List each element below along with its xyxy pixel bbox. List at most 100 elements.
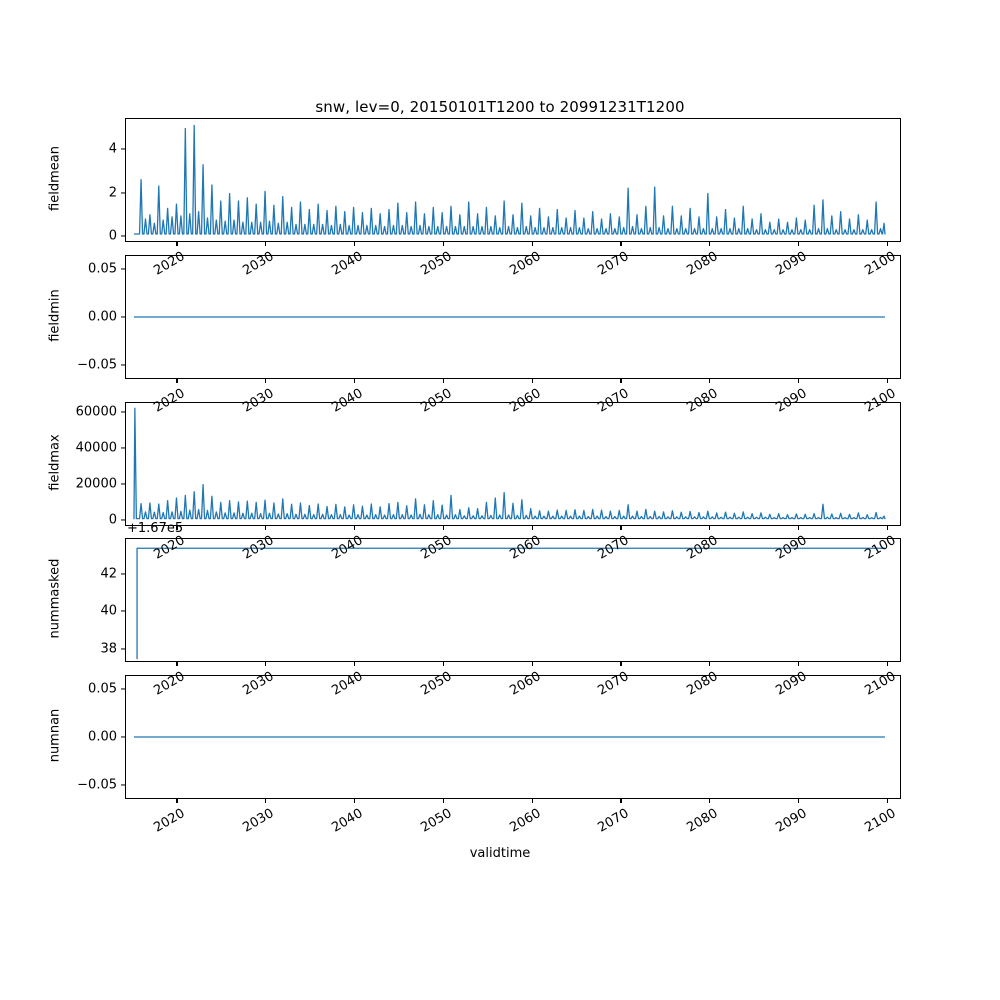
plot-area-fieldmin (126, 256, 900, 378)
y-tick-mark (121, 688, 125, 690)
y-tick-label: 0 (108, 512, 117, 528)
x-tick-mark (176, 379, 178, 383)
x-tick-mark (620, 526, 622, 530)
y-tick-label: 0 (108, 228, 117, 244)
y-tick-mark (121, 648, 125, 650)
x-tick-mark (798, 662, 800, 666)
x-tick-mark (265, 242, 267, 246)
x-tick-label: 2070 (595, 806, 632, 836)
x-tick-mark (265, 799, 267, 803)
x-tick-mark (531, 662, 533, 666)
y-tick-mark (121, 784, 125, 786)
plot-panel-fieldmin (125, 255, 901, 379)
x-tick-mark (709, 662, 711, 666)
x-tick-mark (709, 242, 711, 246)
y-axis-label-numnan: numnan (47, 708, 63, 763)
plot-area-fieldmean (126, 119, 900, 241)
x-tick-mark (531, 379, 533, 383)
y-tick-label: 60000 (75, 404, 117, 420)
x-tick-mark (798, 379, 800, 383)
data-line-fieldmax (133, 408, 885, 518)
x-tick-mark (531, 242, 533, 246)
x-tick-mark (354, 662, 356, 666)
x-tick-mark (709, 526, 711, 530)
x-tick-mark (886, 526, 888, 530)
plot-panel-nummasked (125, 538, 901, 662)
x-tick-label: 2080 (684, 806, 721, 836)
x-tick-mark (620, 799, 622, 803)
x-tick-mark (354, 526, 356, 530)
y-tick-label: 38 (100, 641, 117, 657)
x-tick-mark (442, 242, 444, 246)
x-tick-mark (265, 379, 267, 383)
y-tick-mark (121, 235, 125, 237)
y-tick-mark (121, 519, 125, 521)
x-tick-mark (442, 662, 444, 666)
y-tick-label: 0.05 (88, 681, 117, 697)
x-tick-mark (886, 799, 888, 803)
plot-area-fieldmax (126, 403, 900, 525)
plot-panel-fieldmax (125, 402, 901, 526)
x-tick-label: 2060 (506, 806, 544, 836)
x-tick-mark (798, 526, 800, 530)
x-tick-mark (176, 242, 178, 246)
y-tick-label: 4 (108, 141, 117, 157)
x-tick-label: 2050 (418, 806, 455, 836)
x-tick-label: 2100 (862, 806, 899, 836)
x-tick-label: 2030 (240, 806, 277, 836)
x-tick-mark (265, 526, 267, 530)
y-tick-label: 40000 (75, 440, 117, 456)
y-tick-label: 0.05 (88, 261, 117, 277)
x-tick-mark (354, 379, 356, 383)
y-tick-mark (121, 736, 125, 738)
y-tick-label: −0.05 (77, 777, 117, 793)
x-tick-mark (531, 526, 533, 530)
y-tick-mark (121, 447, 125, 449)
x-tick-label: 2020 (151, 806, 188, 836)
y-tick-mark (121, 364, 125, 366)
x-tick-mark (798, 799, 800, 803)
x-tick-mark (176, 799, 178, 803)
x-tick-mark (265, 662, 267, 666)
y-tick-mark (121, 192, 125, 194)
y-tick-mark (121, 411, 125, 413)
x-tick-mark (531, 799, 533, 803)
x-tick-mark (442, 379, 444, 383)
plot-panel-fieldmean (125, 118, 901, 242)
y-tick-mark (121, 483, 125, 485)
x-tick-mark (620, 662, 622, 666)
y-axis-offset-text: +1.67e5 (127, 521, 184, 536)
x-tick-mark (709, 379, 711, 383)
x-tick-mark (709, 799, 711, 803)
x-tick-mark (798, 242, 800, 246)
x-tick-mark (620, 379, 622, 383)
data-line-nummasked (137, 548, 885, 659)
y-tick-mark (121, 573, 125, 575)
x-tick-mark (620, 242, 622, 246)
x-tick-mark (886, 242, 888, 246)
x-tick-mark (354, 242, 356, 246)
plot-panel-numnan (125, 675, 901, 799)
y-tick-mark (121, 148, 125, 150)
y-tick-mark (121, 268, 125, 270)
y-tick-label: −0.05 (77, 357, 117, 373)
x-tick-mark (354, 799, 356, 803)
figure-title: snw, lev=0, 20150101T1200 to 20991231T12… (315, 98, 685, 116)
x-tick-label: 2090 (773, 806, 810, 836)
y-tick-label: 2 (108, 185, 117, 201)
x-tick-label: 2040 (329, 806, 366, 836)
y-tick-mark (121, 610, 125, 612)
x-tick-mark (442, 526, 444, 530)
y-tick-label: 20000 (75, 476, 117, 492)
y-tick-label: 40 (100, 603, 117, 619)
y-tick-label: 42 (100, 566, 117, 582)
x-tick-mark (176, 526, 178, 530)
x-tick-mark (886, 662, 888, 666)
y-tick-label: 0.00 (88, 729, 117, 745)
plot-area-nummasked (126, 539, 900, 661)
x-axis-label: validtime (469, 846, 531, 861)
data-line-fieldmean (134, 125, 886, 234)
plot-area-numnan (126, 676, 900, 798)
y-tick-label: 0.00 (88, 309, 117, 325)
